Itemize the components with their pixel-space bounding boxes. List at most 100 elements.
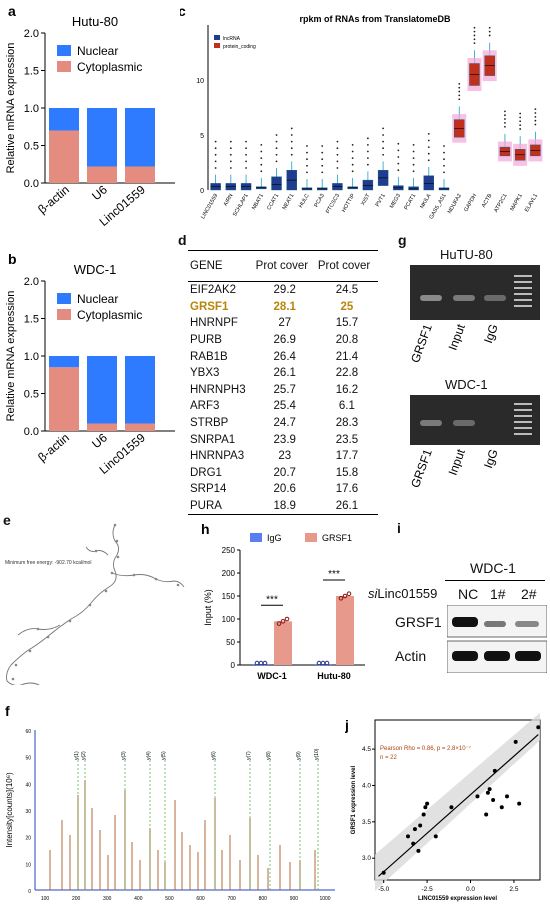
box-outlier <box>382 127 385 130</box>
scatter-point <box>433 834 438 839</box>
box-outlier <box>504 110 506 113</box>
y-tick-label: 60 <box>25 729 31 735</box>
legend-label-igg: IgG <box>267 533 282 543</box>
gel-lane-label: GRSF1 <box>410 322 435 365</box>
rna-node <box>132 573 136 577</box>
dot-grsf1 <box>346 591 352 596</box>
rna-node <box>110 571 114 575</box>
rna-node <box>94 549 98 553</box>
box-outlier <box>290 127 293 130</box>
box-outlier <box>245 140 247 143</box>
cover-cell: 25.7 <box>273 383 296 396</box>
table-row: HNRNPA3 23 17.7 <box>188 448 378 465</box>
panel-label-j: j <box>345 717 349 733</box>
regression-line <box>378 734 539 877</box>
panel-h-chart: h 0 50 100 150 200 250 Input (%) IgG GRSF1 *** WDC-… <box>201 521 365 681</box>
panel-c-chart: c rpkm of RNAs from TranslatomeDB 0 5 10 lncR… <box>180 3 543 220</box>
box-outlier <box>245 160 247 163</box>
box-outlier <box>214 167 217 169</box>
box-outlier <box>412 157 415 160</box>
legend-label-protein-coding: protein_coding <box>223 44 256 50</box>
gene-cell: STRBP <box>190 417 229 430</box>
bar-grsf1 <box>274 621 292 665</box>
box-outlier <box>260 157 263 160</box>
scatter-point <box>491 798 496 802</box>
y-tick-label: 0 <box>231 661 236 670</box>
box-outlier <box>458 98 461 101</box>
panel-label-b: b <box>8 251 17 267</box>
bar-cytoplasmic <box>49 367 79 431</box>
rna-node <box>88 603 92 607</box>
box-outlier <box>260 163 263 166</box>
table-row: DRG1 20.7 15.8 <box>188 465 378 482</box>
box-outlier <box>366 144 369 146</box>
mfe-text: Minimum free energy: -902.70 kcal/mol <box>5 560 91 566</box>
dot-igg <box>262 660 268 666</box>
x-tick-label: PTCSC3 <box>325 193 341 215</box>
x-tick-label: ACTB <box>481 193 494 209</box>
y-tick-label: 40 <box>25 782 31 788</box>
table-header-gene: GENE <box>188 250 254 282</box>
gel-lane-label: Input <box>446 322 469 352</box>
box-outlier <box>229 160 232 163</box>
panel-label-g: g <box>398 232 407 248</box>
rna-node <box>176 583 180 587</box>
x-tick-label: U6 <box>89 182 110 203</box>
box-body <box>408 186 419 191</box>
dot-grsf1 <box>280 619 286 624</box>
ion-label: y(10) <box>314 748 320 760</box>
box-outlier <box>321 145 324 147</box>
scatter-point <box>505 794 509 799</box>
legend-label-nuclear: Nuclear <box>77 292 118 306</box>
gel-hutu80-title: HuTU-80 <box>440 247 493 262</box>
box-outlier <box>321 158 324 161</box>
y-tick-label: 0 <box>28 889 31 895</box>
gel-wdc1-title: WDC-1 <box>445 377 488 392</box>
legend-swatch-protein-coding <box>214 43 220 48</box>
dot-igg <box>324 660 330 666</box>
box-outlier <box>504 122 506 124</box>
x-tick-label: NKILA <box>419 193 432 210</box>
box-outlier <box>229 140 232 143</box>
cover-cell: 26.1 <box>315 497 378 516</box>
table-header-prot-cover-2: Prot cover <box>315 250 378 282</box>
table-row: SNRPA1 23.9 23.5 <box>188 431 378 448</box>
significance-mark: *** <box>266 594 278 605</box>
y-tick-label: 0.5 <box>24 389 39 401</box>
cover-cell: 15.8 <box>335 466 359 479</box>
y-tick-label: 3.0 <box>362 855 371 862</box>
box-outlier <box>443 151 445 154</box>
y-tick-label: 4.0 <box>362 782 371 789</box>
box-outlier <box>458 94 461 97</box>
box-outlier <box>321 171 324 174</box>
ion-label: y(5) <box>161 751 167 760</box>
significance-mark: *** <box>328 569 340 580</box>
chart-title-a: Hutu-80 <box>72 14 118 29</box>
table-row: EIF2AK2 29.2 24.5 <box>188 282 378 299</box>
panel-label-a: a <box>8 3 16 19</box>
y-tick-label: 150 <box>222 592 236 601</box>
y-axis-label: Relative mRNA expression <box>5 291 17 422</box>
scatter-point <box>484 812 489 817</box>
gene-cell: GRSF1 <box>190 300 229 313</box>
cover-cell: 24.7 <box>273 417 296 430</box>
gene-cell: PURA <box>188 497 254 516</box>
bar-cytoplasmic <box>125 423 155 431</box>
box-outlier <box>443 158 445 161</box>
x-tick-label: 2.5 <box>509 886 518 893</box>
correlation-annotation: Pearson Rho = 0.86, p = 2.8×10⁻⁷ <box>380 745 471 752</box>
table-row: STRBP 24.7 28.3 <box>188 415 378 432</box>
box-outlier <box>321 164 324 167</box>
gel-hutu80-image <box>410 265 540 320</box>
x-tick-label: PVT1 <box>375 193 387 208</box>
panel-f-spectrum: f 0 10 20 30 40 50 60 100 200 300 400 500 600 700 800 90… <box>5 703 335 902</box>
box-outlier <box>351 163 354 166</box>
box-outlier <box>214 147 217 150</box>
cover-cell: 17.7 <box>335 450 359 463</box>
y-tick-label: 0.0 <box>24 178 39 190</box>
box-outlier <box>229 167 232 169</box>
box-outlier <box>351 157 354 160</box>
rna-branch-right <box>111 572 185 588</box>
x-tick-label: PCA3 <box>314 193 326 208</box>
cover-cell: 27 <box>278 317 292 330</box>
